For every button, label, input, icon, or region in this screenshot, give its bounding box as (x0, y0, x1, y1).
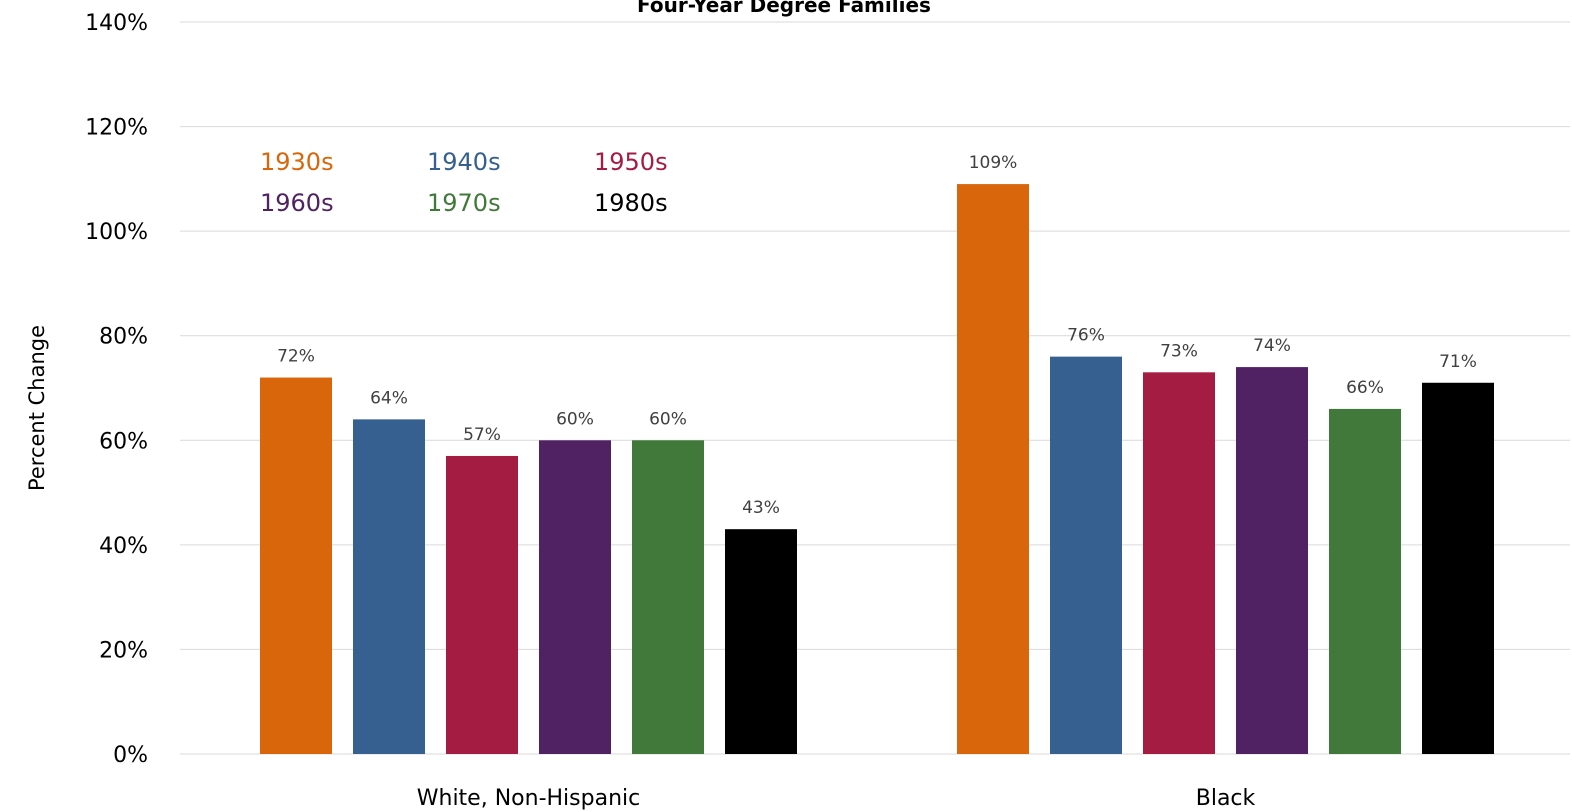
legend-entry: 1940s (427, 148, 501, 176)
data-label: 72% (277, 347, 315, 367)
bar (260, 377, 332, 754)
data-label: 57% (463, 425, 501, 445)
bar (1236, 367, 1308, 754)
y-tick-label: 20% (99, 638, 148, 663)
bar (957, 184, 1029, 755)
data-label: 64% (370, 388, 408, 408)
legend-entry: 1930s (260, 148, 334, 176)
chart-title: Four-Year Degree Families (637, 0, 931, 17)
legend-entry: 1980s (594, 189, 668, 217)
bar (446, 455, 518, 754)
y-tick-label: 0% (113, 743, 148, 768)
legend-entry: 1960s (260, 189, 334, 217)
legend: 1930s 1940s 1950s 1960s 1970s 1980s (260, 148, 668, 217)
legend-entry: 1950s (594, 148, 668, 176)
data-label: 60% (649, 409, 687, 429)
data-labels: 72% 64% 57% 60% 60% 43% 109% 76% 73% 74% 66% 71% (277, 153, 1477, 518)
data-label: 109% (969, 153, 1018, 173)
bar (632, 440, 704, 754)
data-label: 74% (1253, 336, 1291, 356)
bar (725, 529, 797, 754)
bar (1329, 408, 1401, 754)
y-tick-label: 100% (85, 220, 148, 245)
y-tick-label: 80% (99, 325, 148, 350)
bars (260, 184, 1494, 755)
y-axis-title: Percent Change (25, 325, 49, 491)
y-tick-label: 120% (85, 116, 148, 141)
y-tick-label: 40% (99, 534, 148, 559)
y-tick-label: 140% (85, 11, 148, 36)
bar (353, 419, 425, 754)
data-label: 71% (1439, 352, 1477, 372)
bar (1050, 356, 1122, 754)
data-label: 60% (556, 409, 594, 429)
y-axis-ticks: 0% 20% 40% 60% 80% 100% 120% 140% (85, 11, 148, 768)
category-label: White, Non-Hispanic (417, 786, 640, 811)
bar (1143, 372, 1215, 754)
y-tick-label: 60% (99, 429, 148, 454)
bar (1422, 382, 1494, 754)
legend-entry: 1970s (427, 189, 501, 217)
data-label: 76% (1067, 326, 1105, 346)
data-label: 66% (1346, 378, 1384, 398)
data-label: 43% (742, 498, 780, 518)
category-labels: White, Non-Hispanic Black (417, 786, 1256, 811)
bar (539, 440, 611, 754)
category-label: Black (1196, 786, 1256, 811)
data-label: 73% (1160, 341, 1198, 361)
